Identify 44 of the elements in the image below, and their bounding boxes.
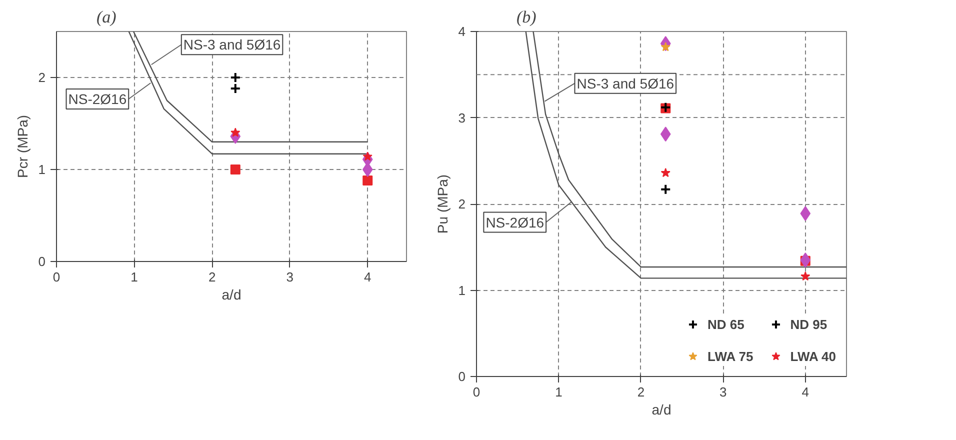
point: [362, 152, 372, 161]
annotation: NS-3 and 5Ø16: [183, 36, 281, 53]
x-axis-title: a/d: [222, 286, 242, 302]
x-tick-label: 4: [364, 270, 372, 284]
y-tick-label: 2: [38, 70, 46, 85]
legend-label: ND 65: [707, 316, 744, 332]
x-tick-label: 0: [472, 384, 480, 400]
point: [800, 252, 811, 268]
x-tick-label: 2: [637, 384, 645, 400]
point: [800, 206, 811, 221]
point: [362, 162, 373, 177]
x-tick-label: 2: [208, 270, 216, 284]
point: [660, 126, 671, 142]
legend-label: ND 95: [790, 316, 828, 332]
point: [230, 72, 241, 83]
y-tick-label: 3: [458, 110, 466, 126]
point: [230, 164, 240, 174]
point: [800, 271, 810, 281]
y-axis-title: Pcr (MPa): [14, 115, 30, 178]
legend-label: LWA 75: [707, 348, 754, 364]
annotation: NS-2Ø16: [68, 91, 127, 108]
annotation: NS-3 and 5Ø16: [576, 75, 674, 92]
y-tick-label: 1: [38, 162, 46, 177]
point: [660, 184, 672, 195]
x-tick-label: 0: [52, 270, 60, 284]
y-tick-label: 0: [458, 369, 466, 384]
point: [660, 168, 670, 178]
y-tick-label: 0: [38, 254, 46, 269]
point: [230, 83, 241, 94]
y-tick-label: 4: [458, 24, 466, 39]
x-axis-title: a/d: [652, 402, 672, 418]
x-tick-label: 3: [286, 270, 294, 284]
chart-title: (a): [96, 8, 117, 26]
x-tick-label: 3: [720, 384, 727, 400]
y-tick-label: 1: [458, 282, 466, 298]
x-tick-label: 1: [555, 384, 562, 400]
legend-label: LWA 40: [790, 348, 836, 364]
x-tick-label: 4: [802, 384, 810, 400]
y-axis-title: Pu (MPa): [434, 174, 450, 234]
y-tick-label: 2: [458, 196, 466, 212]
x-tick-label: 1: [130, 270, 138, 284]
point: [362, 176, 373, 186]
annotation: NS-2Ø16: [486, 214, 544, 230]
chart-title: (b): [516, 8, 537, 26]
